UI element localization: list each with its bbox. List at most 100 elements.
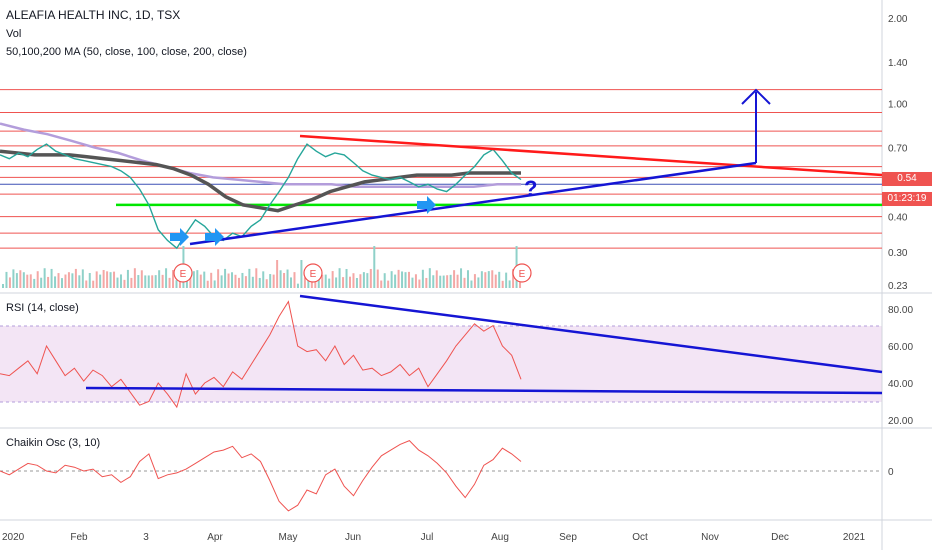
earnings-marker-circle — [303, 263, 323, 283]
volume-bar — [217, 269, 220, 288]
volume-bar — [342, 277, 345, 288]
volume-bar — [33, 278, 36, 288]
rsi-support-line[interactable] — [85, 386, 883, 395]
volume-bar — [151, 275, 154, 288]
volume-bar — [40, 277, 43, 288]
volume-bar — [265, 279, 268, 288]
volume-bar — [189, 272, 192, 288]
price-tick-label: 0.23 — [888, 281, 908, 292]
volume-bar — [442, 275, 445, 288]
time-tick-label: Feb — [70, 532, 88, 543]
volume-bar — [144, 275, 147, 288]
volume-bar — [81, 269, 84, 288]
volume-bar — [234, 274, 237, 288]
price-tick-label: 1.40 — [888, 58, 908, 69]
volume-bar — [373, 246, 376, 288]
chaikin-line[interactable] — [0, 440, 522, 512]
volume-bar — [418, 279, 421, 288]
volume-bar — [227, 273, 230, 288]
volume-bar — [60, 278, 63, 288]
volume-bar — [102, 269, 105, 288]
volume-bar — [88, 272, 91, 288]
price-line[interactable] — [0, 143, 522, 250]
earnings-marker[interactable]: E — [173, 263, 193, 283]
volume-bar — [269, 274, 272, 288]
volume-bar — [237, 277, 240, 288]
volume-bar — [286, 269, 289, 288]
target-arrow-head[interactable] — [741, 88, 771, 105]
volume-bar — [352, 273, 355, 288]
ma50-line[interactable] — [0, 149, 521, 213]
descending-trendline[interactable] — [299, 134, 883, 177]
volume-bar — [109, 272, 112, 288]
volume-bar — [466, 270, 469, 288]
time-tick-label: Jun — [345, 532, 361, 543]
volume-bar — [477, 277, 480, 288]
volume-bar — [15, 273, 18, 288]
volume-bar — [119, 274, 122, 288]
rsi-legend-label[interactable]: RSI (14, close) — [6, 302, 79, 314]
earnings-marker[interactable]: E — [512, 263, 532, 283]
volume-bar — [276, 260, 279, 288]
volume-bar — [501, 280, 504, 288]
volume-bar — [123, 279, 126, 288]
chaikin-legend-label[interactable]: Chaikin Osc (3, 10) — [6, 437, 101, 449]
volume-bar — [244, 276, 247, 288]
volume-bar — [480, 271, 483, 288]
time-tick-label: Jul — [421, 532, 434, 543]
volume-bar — [12, 269, 15, 288]
time-tick-label: Oct — [632, 532, 648, 543]
volume-bar — [99, 274, 102, 288]
volume-bar — [355, 278, 358, 288]
volume-bar — [456, 274, 459, 288]
rsi-tick-label: 80.00 — [888, 305, 913, 316]
volume-bar — [470, 280, 473, 288]
volume-bar — [279, 270, 282, 288]
earnings-marker-label: E — [519, 269, 526, 280]
price-tick-label: 0.40 — [888, 213, 908, 224]
volume-bar — [95, 271, 98, 288]
countdown-badge: 01:23:19 — [882, 192, 932, 206]
earnings-marker[interactable]: E — [303, 263, 323, 283]
volume-bar — [130, 277, 133, 288]
volume-bar — [106, 271, 109, 288]
volume-bar — [64, 274, 67, 288]
time-tick-label: Nov — [701, 532, 719, 543]
volume-bar — [411, 277, 414, 288]
rsi-descending-trendline[interactable] — [299, 294, 883, 374]
volume-bar — [293, 272, 296, 288]
volume-bar — [432, 275, 435, 288]
volume-bar — [54, 276, 57, 288]
volume-bar — [168, 277, 171, 288]
rsi-line[interactable] — [0, 300, 522, 409]
volume-bar — [262, 271, 265, 288]
drawings[interactable] — [85, 88, 883, 395]
volume-bar — [165, 268, 168, 288]
chaikin-series — [0, 440, 522, 512]
volume-label[interactable]: Vol — [6, 28, 22, 40]
volume-bar — [175, 280, 178, 288]
signal-arrow-icon[interactable] — [170, 228, 189, 246]
question-mark-annotation: ? — [524, 176, 538, 201]
ma-legend-label[interactable]: 50,100,200 MA (50, close, 100, close, 20… — [6, 46, 247, 58]
volume-bar — [484, 272, 487, 288]
volume-bar — [196, 270, 199, 288]
volume-bar — [272, 274, 275, 288]
ma200-line[interactable] — [0, 122, 521, 188]
volume-bar — [2, 284, 4, 288]
volume-bar — [512, 269, 515, 288]
ascending-trendline[interactable] — [189, 161, 757, 246]
volume-bar — [258, 277, 261, 288]
signal-arrow-icon[interactable] — [417, 196, 436, 214]
time-tick-label: 2021 — [843, 532, 866, 543]
volume-bar — [383, 273, 386, 288]
rsi-tick-label: 40.00 — [888, 379, 913, 390]
volume-bar — [158, 270, 161, 288]
signal-arrow-icon[interactable] — [205, 228, 224, 246]
time-tick-label: Sep — [559, 532, 577, 543]
volume-bar — [74, 268, 77, 288]
time-tick-label: Aug — [491, 532, 509, 543]
volume-bar — [369, 268, 372, 288]
